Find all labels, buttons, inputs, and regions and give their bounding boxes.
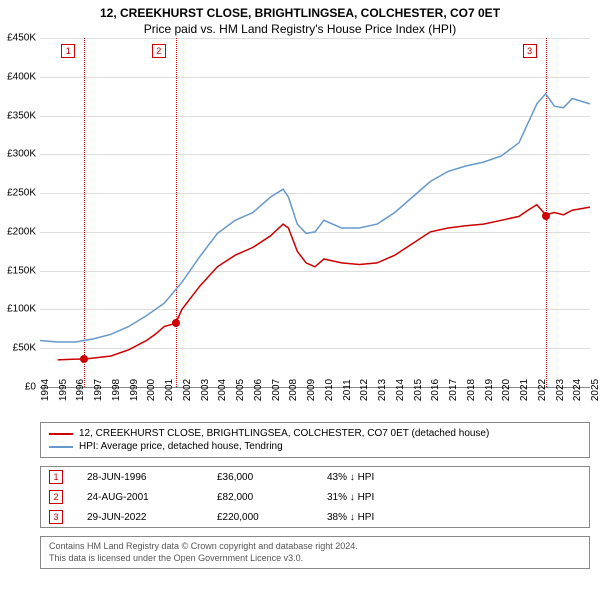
legend-swatch-hpi: [49, 446, 73, 448]
transaction-pct: 38% ↓ HPI: [327, 512, 581, 523]
legend-swatch-property: [49, 433, 73, 435]
y-axis-labels: £0£50K£100K£150K£200K£250K£300K£350K£400…: [0, 38, 38, 387]
marker-badge: 1: [49, 470, 63, 484]
series-line-hpi: [40, 94, 590, 342]
transactions-table: 1 28-JUN-1996 £36,000 43% ↓ HPI 2 24-AUG…: [40, 466, 590, 528]
transaction-price: £220,000: [217, 512, 327, 523]
marker-dot: [80, 355, 88, 363]
transaction-price: £82,000: [217, 492, 327, 503]
legend-label: HPI: Average price, detached house, Tend…: [79, 441, 283, 452]
table-row: 2 24-AUG-2001 £82,000 31% ↓ HPI: [41, 487, 589, 507]
chart-plot-area: £0£50K£100K£150K£200K£250K£300K£350K£400…: [40, 38, 590, 388]
title-subtitle: Price paid vs. HM Land Registry's House …: [10, 22, 590, 36]
chart-container: 12, CREEKHURST CLOSE, BRIGHTLINGSEA, COL…: [0, 0, 600, 590]
legend-row: HPI: Average price, detached house, Tend…: [49, 440, 581, 453]
y-axis-label: £0: [25, 382, 36, 393]
y-axis-label: £450K: [7, 33, 36, 44]
transaction-date: 29-JUN-2022: [87, 512, 217, 523]
y-axis-label: £300K: [7, 149, 36, 160]
table-row: 3 29-JUN-2022 £220,000 38% ↓ HPI: [41, 507, 589, 527]
marker-badge: 1: [61, 44, 75, 58]
legend-row: 12, CREEKHURST CLOSE, BRIGHTLINGSEA, COL…: [49, 427, 581, 440]
transaction-price: £36,000: [217, 472, 327, 483]
transaction-pct: 31% ↓ HPI: [327, 492, 581, 503]
y-axis-label: £100K: [7, 304, 36, 315]
y-axis-label: £350K: [7, 110, 36, 121]
table-row: 1 28-JUN-1996 £36,000 43% ↓ HPI: [41, 467, 589, 487]
y-axis-label: £200K: [7, 226, 36, 237]
legend-label: 12, CREEKHURST CLOSE, BRIGHTLINGSEA, COL…: [79, 428, 489, 439]
x-axis-labels: 1994199519961997199819992000200120022003…: [40, 388, 590, 418]
y-axis-label: £150K: [7, 265, 36, 276]
marker-badge: 2: [152, 44, 166, 58]
footer-line: Contains HM Land Registry data © Crown c…: [49, 541, 581, 553]
series-line-property: [58, 205, 590, 360]
title-block: 12, CREEKHURST CLOSE, BRIGHTLINGSEA, COL…: [0, 0, 600, 38]
transaction-date: 28-JUN-1996: [87, 472, 217, 483]
x-axis-label: 2025: [590, 379, 600, 401]
y-axis-label: £250K: [7, 188, 36, 199]
marker-badge: 3: [523, 44, 537, 58]
y-axis-label: £400K: [7, 71, 36, 82]
transaction-date: 24-AUG-2001: [87, 492, 217, 503]
footer-attribution: Contains HM Land Registry data © Crown c…: [40, 536, 590, 569]
marker-badge: 2: [49, 490, 63, 504]
footer-line: This data is licensed under the Open Gov…: [49, 553, 581, 565]
y-axis-label: £50K: [13, 343, 36, 354]
marker-dot: [172, 319, 180, 327]
transaction-pct: 43% ↓ HPI: [327, 472, 581, 483]
marker-badge: 3: [49, 510, 63, 524]
marker-dot: [542, 212, 550, 220]
chart-lines-svg: [40, 38, 590, 387]
legend-box: 12, CREEKHURST CLOSE, BRIGHTLINGSEA, COL…: [40, 422, 590, 458]
title-address: 12, CREEKHURST CLOSE, BRIGHTLINGSEA, COL…: [10, 6, 590, 20]
